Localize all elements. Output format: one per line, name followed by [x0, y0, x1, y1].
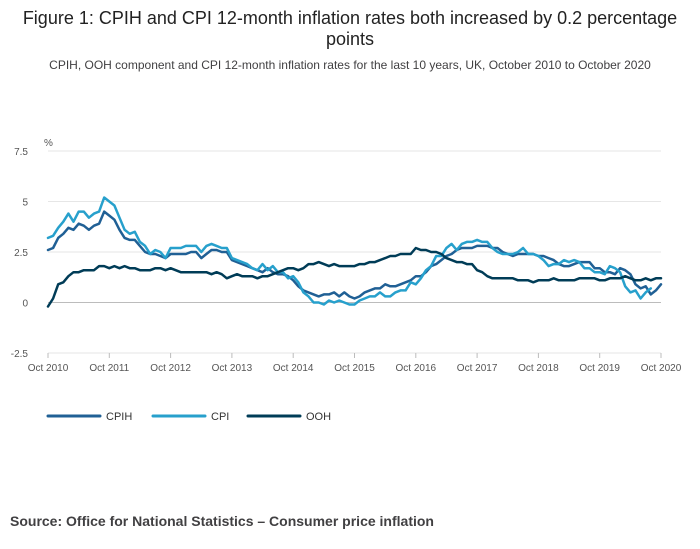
y-tick-label: -2.5	[11, 349, 29, 360]
x-tick-label: Oct 2015	[334, 363, 375, 374]
x-tick-label: Oct 2017	[457, 363, 498, 374]
legend-label-ooh: OOH	[306, 411, 331, 423]
source-note: Source: Office for National Statistics –…	[10, 513, 434, 529]
y-tick-label: 7.5	[14, 147, 28, 158]
x-tick-label: Oct 2020	[641, 363, 682, 374]
x-tick-label: Oct 2011	[89, 363, 129, 374]
y-tick-label: 0	[22, 299, 28, 310]
series-line-ooh	[46, 246, 663, 308]
chart-title: Figure 1: CPIH and CPI 12-month inflatio…	[22, 8, 678, 49]
legend-label-cpih: CPIH	[106, 411, 132, 423]
x-tick-label: Oct 2019	[579, 363, 620, 374]
y-tick-label: 2.5	[14, 248, 28, 259]
y-tick-label: 5	[22, 198, 28, 209]
x-tick-label: Oct 2018	[518, 363, 559, 374]
series-line-cpih	[46, 210, 663, 300]
x-tick-label: Oct 2014	[273, 363, 314, 374]
legend-label-cpi: CPI	[211, 411, 229, 423]
x-tick-label: Oct 2012	[150, 363, 191, 374]
x-tick-label: Oct 2010	[28, 363, 69, 374]
series-line-cpi	[46, 196, 653, 306]
y-axis-label: %	[44, 138, 53, 149]
x-tick-label: Oct 2016	[396, 363, 437, 374]
chart-subtitle: CPIH, OOH component and CPI 12-month inf…	[49, 58, 651, 72]
x-tick-label: Oct 2013	[212, 363, 253, 374]
